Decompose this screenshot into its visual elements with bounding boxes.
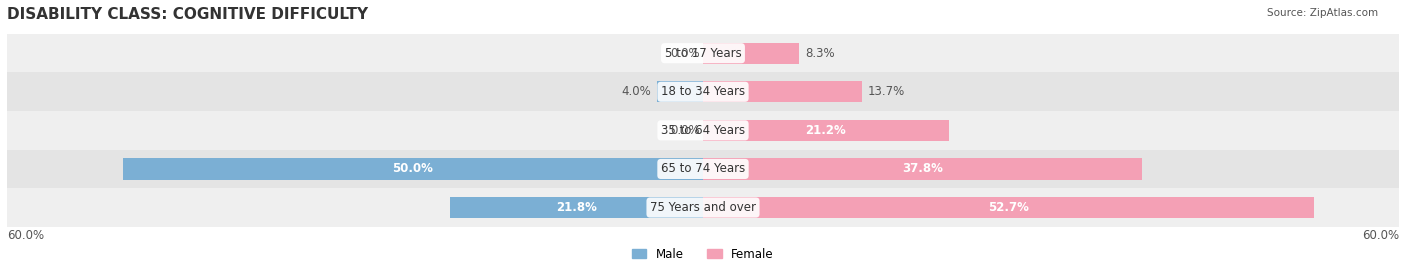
- Text: 37.8%: 37.8%: [901, 162, 942, 175]
- Text: 18 to 34 Years: 18 to 34 Years: [661, 85, 745, 98]
- Text: 75 Years and over: 75 Years and over: [650, 201, 756, 214]
- Text: 60.0%: 60.0%: [1362, 229, 1399, 242]
- Text: DISABILITY CLASS: COGNITIVE DIFFICULTY: DISABILITY CLASS: COGNITIVE DIFFICULTY: [7, 7, 368, 22]
- Bar: [703, 120, 949, 141]
- Bar: [7, 150, 1399, 188]
- Bar: [703, 197, 1315, 218]
- Text: 4.0%: 4.0%: [621, 85, 651, 98]
- Bar: [7, 111, 1399, 150]
- Bar: [7, 188, 1399, 227]
- Text: Source: ZipAtlas.com: Source: ZipAtlas.com: [1267, 8, 1378, 18]
- Legend: Male, Female: Male, Female: [633, 248, 773, 261]
- Text: 65 to 74 Years: 65 to 74 Years: [661, 162, 745, 175]
- Text: 13.7%: 13.7%: [868, 85, 905, 98]
- Text: 0.0%: 0.0%: [669, 47, 700, 60]
- Text: 52.7%: 52.7%: [988, 201, 1029, 214]
- Text: 8.3%: 8.3%: [806, 47, 835, 60]
- Text: 35 to 64 Years: 35 to 64 Years: [661, 124, 745, 137]
- Text: 5 to 17 Years: 5 to 17 Years: [665, 47, 741, 60]
- Text: 21.2%: 21.2%: [806, 124, 846, 137]
- Bar: [657, 81, 703, 102]
- Bar: [122, 158, 703, 179]
- Bar: [7, 72, 1399, 111]
- Bar: [703, 81, 862, 102]
- Bar: [450, 197, 703, 218]
- Bar: [7, 34, 1399, 72]
- Text: 0.0%: 0.0%: [669, 124, 700, 137]
- Bar: [703, 158, 1142, 179]
- Text: 60.0%: 60.0%: [7, 229, 44, 242]
- Bar: [703, 43, 799, 64]
- Text: 50.0%: 50.0%: [392, 162, 433, 175]
- Text: 21.8%: 21.8%: [557, 201, 598, 214]
